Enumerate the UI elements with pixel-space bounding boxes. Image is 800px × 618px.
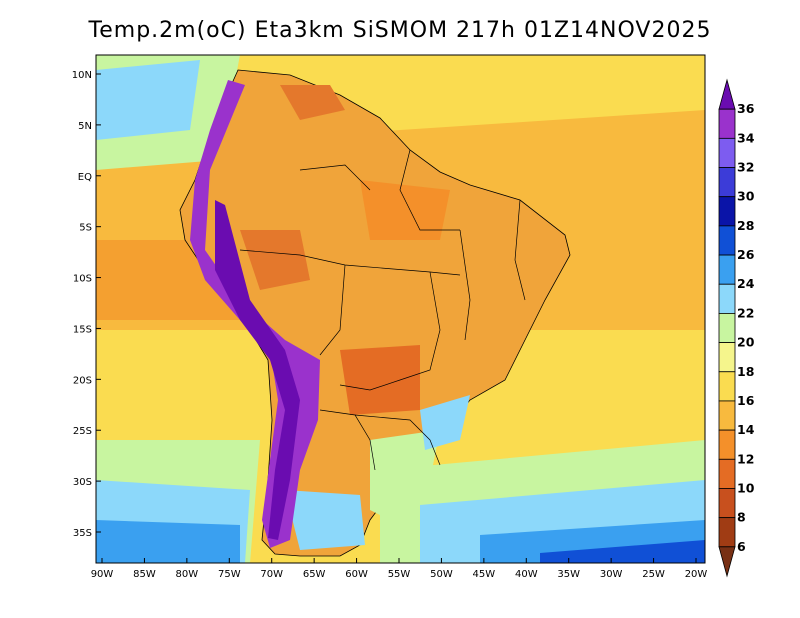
- colorbar-swatch: [718, 196, 736, 227]
- country-borders: [239, 149, 526, 471]
- map-frame: [95, 54, 706, 564]
- x-tick-label: 60W: [345, 569, 368, 580]
- y-tick-label: 35S: [73, 528, 92, 539]
- colorbar-swatch: [718, 137, 736, 168]
- colorbar-label: 8: [737, 510, 746, 525]
- y-tick-label: 5N: [78, 121, 92, 132]
- colorbar-swatch: [718, 488, 736, 519]
- colorbar-swatch: [718, 254, 736, 285]
- colorbar-swatch: [718, 342, 736, 373]
- y-axis: 10N 5N EQ 5S 10S 15S 20S 25S 30S 35S: [72, 70, 101, 539]
- venezuela-hot: [280, 85, 345, 120]
- colorbar-swatch: [718, 371, 736, 402]
- y-tick-label: 15S: [73, 324, 92, 335]
- colorbar-label: 22: [737, 305, 754, 320]
- colorbar-label: 18: [737, 364, 754, 379]
- colorbar: 6 8 10 12 14 16 18 20 22 24 26 28 30 32 34 36: [718, 78, 755, 578]
- x-tick-label: 55W: [388, 569, 411, 580]
- x-tick-label: 70W: [260, 569, 283, 580]
- colorbar-swatch: [718, 429, 736, 460]
- colorbar-swatch: [718, 517, 736, 548]
- pantanal-hot: [340, 345, 420, 415]
- x-tick-label: 30W: [600, 569, 623, 580]
- x-tick-label: 45W: [473, 569, 496, 580]
- x-tick-label: 85W: [133, 569, 156, 580]
- x-tick-label: 40W: [515, 569, 538, 580]
- amazon-hot: [240, 230, 310, 290]
- x-axis: 90W 85W 80W 75W 70W 65W 60W 55W 50W 45W 40W 35W 30W 2…: [91, 558, 708, 580]
- x-tick-label: 90W: [91, 569, 114, 580]
- x-tick-label: 50W: [430, 569, 453, 580]
- y-tick-label: EQ: [78, 172, 92, 183]
- south-pacific-band3: [96, 520, 240, 563]
- y-tick-label: 5S: [79, 223, 92, 234]
- x-tick-label: 35W: [557, 569, 580, 580]
- colorbar-label: 26: [737, 247, 755, 262]
- colorbar-label: 12: [737, 451, 754, 466]
- pacific-cool: [96, 60, 200, 140]
- map-field: [96, 55, 705, 563]
- andes-coldest: [215, 200, 300, 540]
- south-brazil-cool: [370, 430, 440, 520]
- x-tick-label: 20W: [685, 569, 708, 580]
- y-tick-label: 30S: [73, 477, 92, 488]
- colorbar-swatch: [718, 108, 736, 139]
- colorbar-swatch: [718, 283, 736, 314]
- colorbar-swatch: [718, 167, 736, 198]
- central-amazon: [360, 180, 450, 240]
- colorbar-top-arrow: [718, 78, 736, 110]
- map-title: Temp.2m(oC) Eta3km SiSMOM 217h 01Z14NOV2…: [88, 18, 712, 43]
- colorbar-label: 14: [737, 422, 755, 437]
- colorbar-label: 36: [737, 101, 755, 116]
- x-tick-label: 25W: [642, 569, 665, 580]
- patagonia-cool: [285, 490, 365, 550]
- colorbar-label: 20: [737, 335, 755, 350]
- colorbar-label: 30: [737, 189, 755, 204]
- y-tick-label: 25S: [73, 426, 92, 437]
- colorbar-bottom-arrow: [718, 546, 736, 578]
- colorbar-swatch: [718, 458, 736, 489]
- colorbar-swatch: [718, 400, 736, 431]
- x-tick-label: 65W: [303, 569, 326, 580]
- colorbar-swatch: [718, 225, 736, 256]
- colorbar-swatch: [718, 313, 736, 343]
- colorbar-label: 28: [737, 218, 754, 233]
- colorbar-label: 24: [737, 276, 755, 291]
- x-tick-label: 80W: [176, 569, 199, 580]
- y-tick-label: 20S: [73, 375, 92, 386]
- y-tick-label: 10S: [73, 274, 92, 285]
- southeast-highlands: [420, 395, 470, 450]
- colorbar-label: 34: [737, 130, 755, 145]
- colorbar-label: 16: [737, 393, 755, 408]
- south-atlantic-band4: [540, 540, 705, 563]
- colorbar-label: 10: [737, 480, 755, 495]
- x-tick-label: 75W: [218, 569, 241, 580]
- y-tick-label: 10N: [72, 70, 92, 81]
- colorbar-label: 6: [737, 539, 746, 554]
- colorbar-label: 32: [737, 160, 754, 175]
